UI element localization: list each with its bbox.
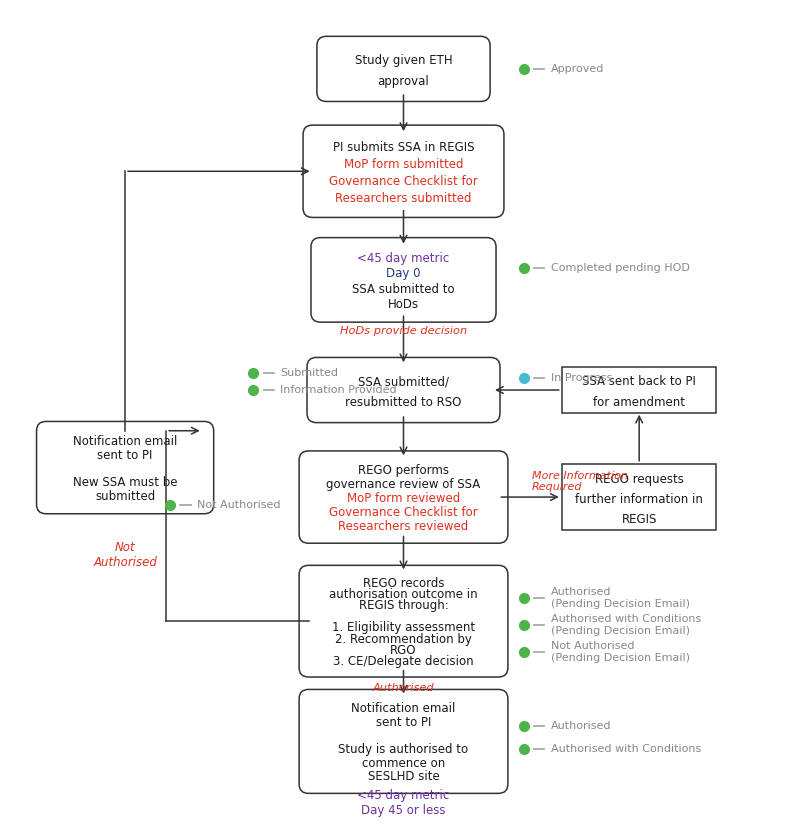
Text: Governance Checklist for: Governance Checklist for xyxy=(329,175,478,188)
Text: Researchers reviewed: Researchers reviewed xyxy=(338,520,469,533)
FancyBboxPatch shape xyxy=(311,237,496,322)
Text: Study is authorised to: Study is authorised to xyxy=(338,743,469,756)
Text: MoP form submitted: MoP form submitted xyxy=(344,158,463,171)
Text: SSA submitted/: SSA submitted/ xyxy=(358,375,449,388)
Text: In Progress: In Progress xyxy=(550,373,612,383)
Text: HoDs provide decision: HoDs provide decision xyxy=(340,326,467,336)
Text: REGO requests: REGO requests xyxy=(595,472,684,486)
Bar xyxy=(562,367,717,414)
Text: REGIS: REGIS xyxy=(621,513,657,525)
Text: HoDs: HoDs xyxy=(388,298,419,311)
Text: Notification email: Notification email xyxy=(351,702,456,716)
Text: Completed pending HOD: Completed pending HOD xyxy=(550,263,689,274)
Text: Notification email: Notification email xyxy=(73,435,178,448)
Text: for amendment: for amendment xyxy=(593,396,685,409)
Text: <45 day metric
Day 45 or less: <45 day metric Day 45 or less xyxy=(358,789,449,817)
Text: Researchers submitted: Researchers submitted xyxy=(335,192,472,206)
Text: PI submits SSA in REGIS: PI submits SSA in REGIS xyxy=(332,141,475,154)
FancyBboxPatch shape xyxy=(299,451,508,543)
Text: governance review of SSA: governance review of SSA xyxy=(326,478,481,491)
Text: RGO: RGO xyxy=(391,644,416,657)
Text: 3. CE/Delegate decision: 3. CE/Delegate decision xyxy=(333,655,474,668)
Text: Day 0: Day 0 xyxy=(387,268,420,280)
Text: REGO performs: REGO performs xyxy=(358,464,449,477)
Text: MoP form reviewed: MoP form reviewed xyxy=(347,492,460,505)
Text: 2. Recommendation by: 2. Recommendation by xyxy=(335,633,472,646)
Text: Authorised: Authorised xyxy=(373,683,434,692)
Text: sent to PI: sent to PI xyxy=(98,449,153,461)
Text: Information Provided: Information Provided xyxy=(280,385,397,395)
Text: commence on: commence on xyxy=(362,757,445,769)
FancyBboxPatch shape xyxy=(299,690,508,794)
Text: Authorised: Authorised xyxy=(550,721,611,731)
Text: further information in: further information in xyxy=(575,492,703,506)
Text: REGIS through:: REGIS through: xyxy=(358,599,449,612)
Text: REGO records: REGO records xyxy=(363,576,444,590)
FancyBboxPatch shape xyxy=(317,36,490,102)
FancyBboxPatch shape xyxy=(299,565,508,677)
Text: approval: approval xyxy=(378,75,429,87)
FancyBboxPatch shape xyxy=(307,357,500,423)
Text: <45 day metric: <45 day metric xyxy=(358,252,449,265)
Text: 1. Eligibility assessment: 1. Eligibility assessment xyxy=(332,622,475,634)
Text: Authorised with Conditions
(Pending Decision Email): Authorised with Conditions (Pending Deci… xyxy=(550,614,700,636)
Text: resubmitted to RSO: resubmitted to RSO xyxy=(345,396,462,409)
Text: Not Authorised: Not Authorised xyxy=(197,500,281,510)
Text: Authorised with Conditions: Authorised with Conditions xyxy=(550,744,700,754)
Text: submitted: submitted xyxy=(95,490,155,503)
Text: Not Authorised
(Pending Decision Email): Not Authorised (Pending Decision Email) xyxy=(550,641,690,663)
Text: More Information
Required: More Information Required xyxy=(532,471,628,492)
Text: SSA sent back to PI: SSA sent back to PI xyxy=(582,375,696,388)
Text: SESLHD site: SESLHD site xyxy=(368,770,439,783)
Text: sent to PI: sent to PI xyxy=(376,716,431,729)
FancyBboxPatch shape xyxy=(36,421,214,513)
Text: New SSA must be: New SSA must be xyxy=(73,477,178,489)
FancyBboxPatch shape xyxy=(303,125,504,217)
Text: Study given ETH: Study given ETH xyxy=(355,55,452,67)
Text: Submitted: Submitted xyxy=(280,368,338,378)
Text: Approved: Approved xyxy=(550,64,604,74)
Text: authorisation outcome in: authorisation outcome in xyxy=(329,588,478,601)
Text: Authorised
(Pending Decision Email): Authorised (Pending Decision Email) xyxy=(550,587,690,609)
Text: SSA submitted to: SSA submitted to xyxy=(352,283,455,295)
Text: Not
Authorised: Not Authorised xyxy=(93,541,157,569)
Text: Governance Checklist for: Governance Checklist for xyxy=(329,506,478,519)
Bar xyxy=(562,464,717,530)
